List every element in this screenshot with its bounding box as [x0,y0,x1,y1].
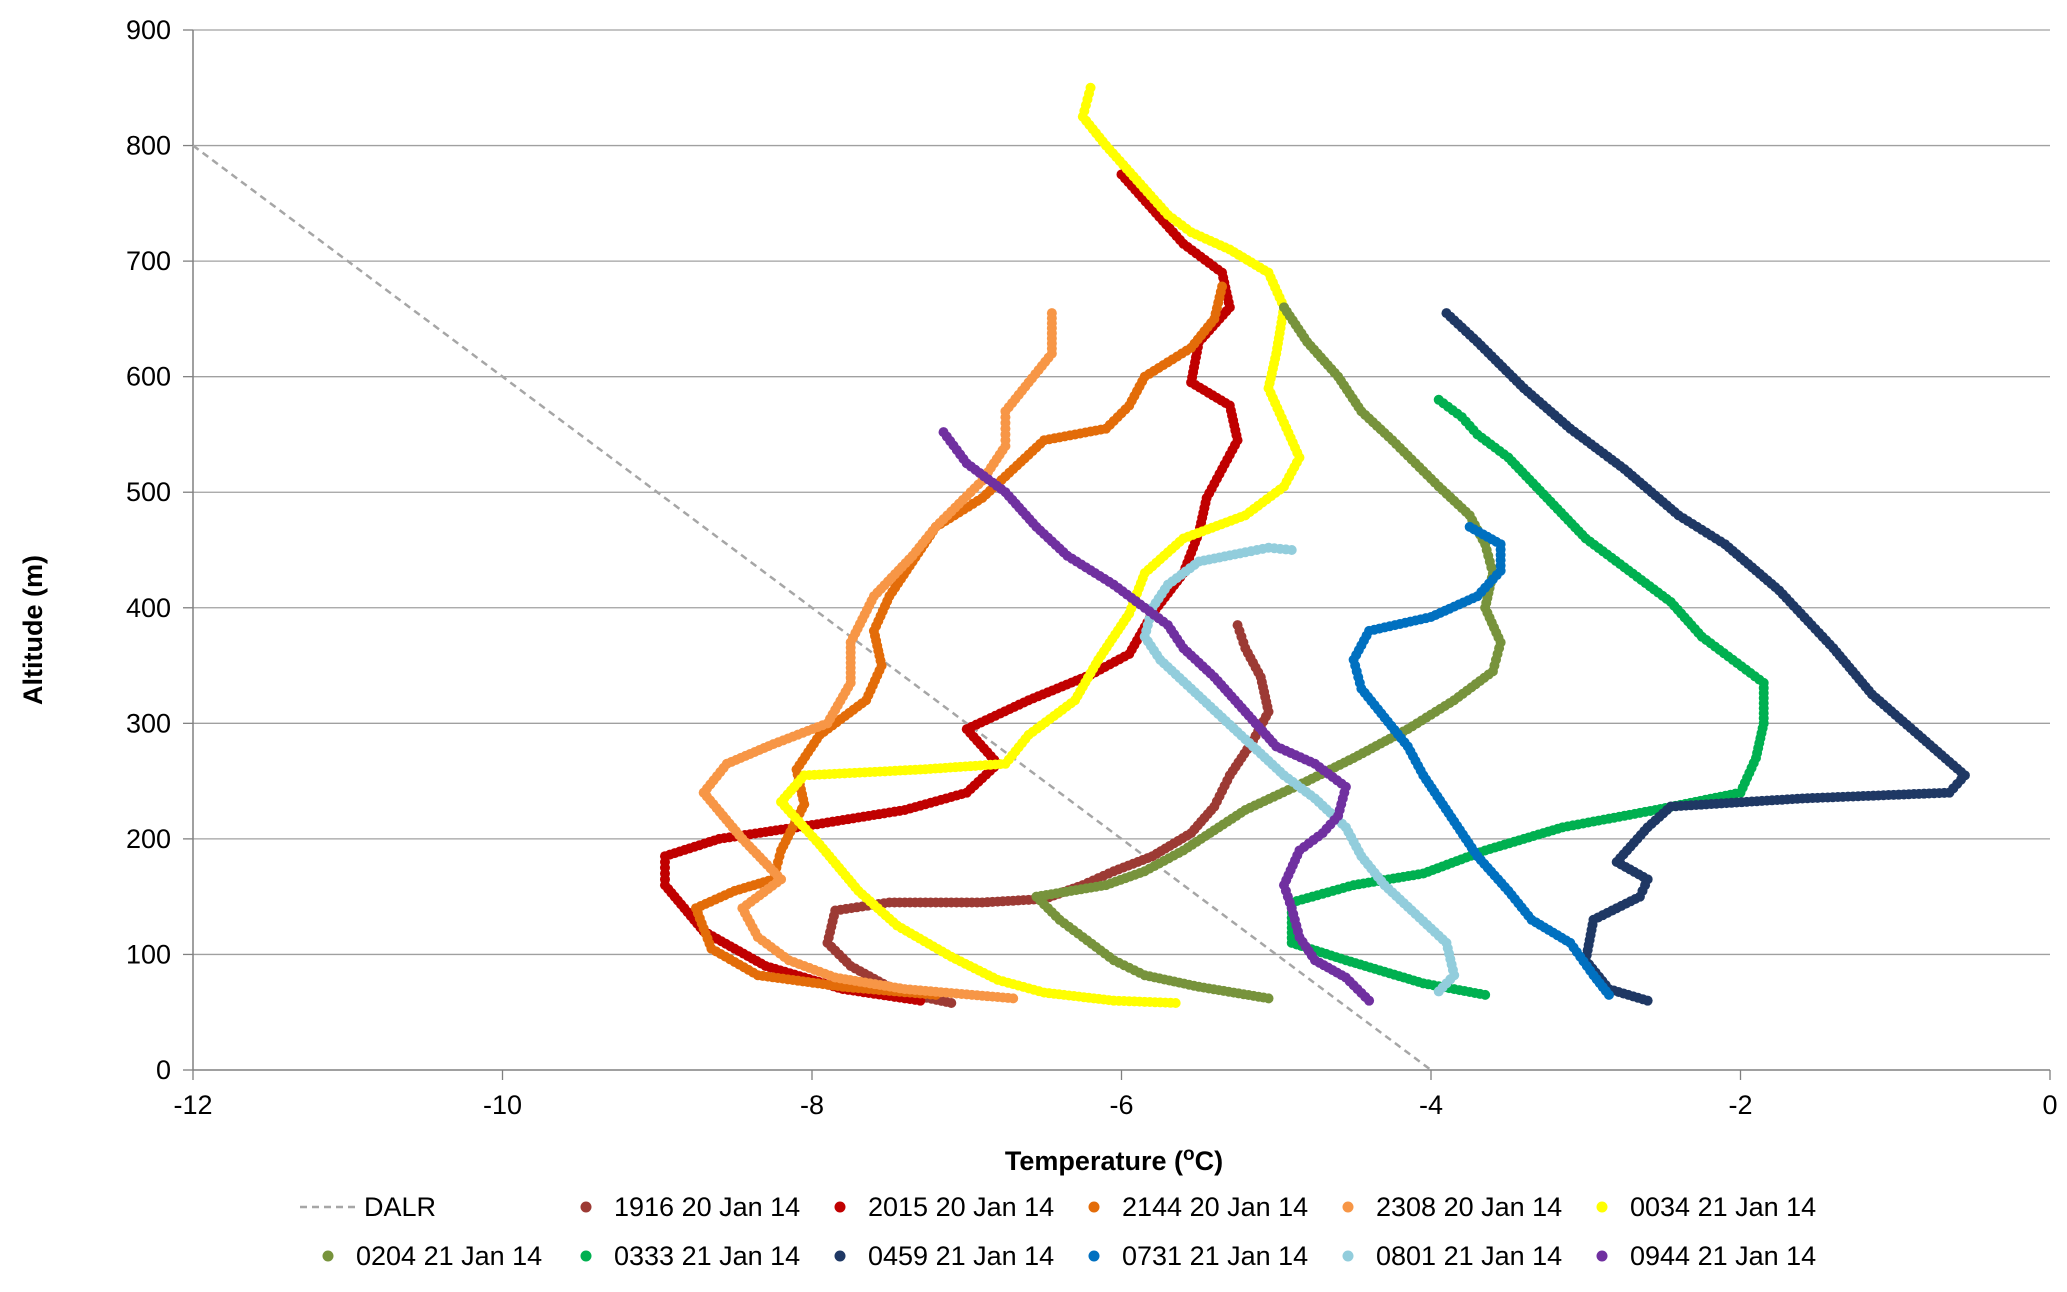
y-tick-label: 800 [126,131,171,161]
legend-swatch [580,1250,592,1262]
legend-swatch [834,1201,846,1213]
axes [192,30,2051,1080]
series-0333-21-jan-14 [1286,394,1769,1000]
series-0731-21-jan-14 [1348,521,1614,1000]
legend-label: DALR [364,1192,436,1222]
data-point [1433,394,1444,405]
dalr-line [192,144,1432,1072]
legend-item: 0801 21 Jan 14 [1342,1241,1562,1271]
legend-swatch [1088,1201,1100,1213]
legend-item: 1916 20 Jan 14 [580,1192,800,1222]
legend-swatch [1342,1201,1354,1213]
legend-item: 0459 21 Jan 14 [834,1241,1054,1271]
x-axis-title-sup: o [1183,1144,1195,1165]
x-tick-label: -2 [1728,1090,1752,1120]
plot-area [192,82,1970,1072]
data-point [1286,545,1297,555]
x-axis-title: Temperature (oC) [1005,1144,1223,1177]
x-tick-label: 0 [2042,1090,2057,1120]
x-tick-label: -6 [1109,1090,1133,1120]
legend-item: 0034 21 Jan 14 [1596,1192,1816,1222]
legend-swatch [1596,1250,1608,1262]
y-axis-title: Altitude (m) [18,555,48,705]
x-tick-label: -8 [800,1090,824,1120]
data-point [1441,308,1452,319]
legend-swatch [580,1201,592,1213]
data-point [1046,308,1057,319]
x-axis-title-text: Temperature ( [1005,1146,1183,1176]
legend-label: 0034 21 Jan 14 [1630,1192,1816,1222]
x-tick-label: -4 [1419,1090,1443,1120]
data-point [1278,302,1289,313]
data-point [1232,620,1243,631]
y-tick-label: 0 [156,1055,171,1085]
y-tick-label: 900 [126,15,171,45]
series-2308-20-jan-14 [698,308,1057,1004]
legend-item: 2015 20 Jan 14 [834,1192,1054,1222]
x-axis-title-unit: C) [1195,1146,1224,1176]
legend-label: 0731 21 Jan 14 [1122,1241,1308,1271]
x-tick-label: -12 [173,1090,212,1120]
legend-label: 0459 21 Jan 14 [868,1241,1054,1271]
series-2015-20-jan-14 [659,169,1243,1006]
x-tick-label: -10 [483,1090,522,1120]
legend-item: 0731 21 Jan 14 [1088,1241,1308,1271]
legend-swatch [322,1250,334,1262]
legend-label: 1916 20 Jan 14 [614,1192,800,1222]
legend-label: 0944 21 Jan 14 [1630,1241,1816,1271]
legend-swatch [1596,1201,1608,1213]
y-tick-label: 400 [126,593,171,623]
y-tick-label: 700 [126,246,171,276]
legend-item: 2308 20 Jan 14 [1342,1192,1562,1222]
legend-item: 2144 20 Jan 14 [1088,1192,1308,1222]
series-0801-21-jan-14 [1139,542,1460,997]
series-0944-21-jan-14 [938,427,1375,1006]
legend-label: 0204 21 Jan 14 [356,1241,542,1271]
y-tick-labels: 0 100 200 300 400 500 600 700 800 900 [126,15,171,1085]
legend-swatch [1088,1250,1100,1262]
legend-label: 2015 20 Jan 14 [868,1192,1054,1222]
legend-item: 0944 21 Jan 14 [1596,1241,1816,1271]
legend-item: 0333 21 Jan 14 [580,1241,800,1271]
series-0459-21-jan-14 [1441,308,1970,1006]
data-point [1464,521,1475,532]
y-tick-label: 300 [126,708,171,738]
legend-label: 2144 20 Jan 14 [1122,1192,1308,1222]
data-point [1217,281,1228,292]
data-point [938,427,949,438]
y-tick-label: 500 [126,477,171,507]
series-1916-20-jan-14 [822,620,1274,1008]
legend-label: 2308 20 Jan 14 [1376,1192,1562,1222]
legend-item: 0204 21 Jan 14 [322,1241,542,1271]
legend-item: DALR [300,1192,436,1222]
legend-swatch [834,1250,846,1262]
series-dalr [192,144,1432,1072]
legend: DALR 1916 20 Jan 14 2015 20 Jan 14 2144 20 … [300,1192,1816,1271]
legend-label: 0801 21 Jan 14 [1376,1241,1562,1271]
data-point [1085,82,1096,93]
gridlines [183,29,2050,1071]
series-0034-21-jan-14 [776,82,1305,1008]
y-tick-label: 600 [126,362,171,392]
legend-label: 0333 21 Jan 14 [614,1241,800,1271]
y-tick-label: 200 [126,824,171,854]
y-tick-label: 100 [126,939,171,969]
legend-swatch [1342,1250,1354,1262]
x-tick-labels: -12 -10 -8 -6 -4 -2 0 [173,1090,2057,1120]
